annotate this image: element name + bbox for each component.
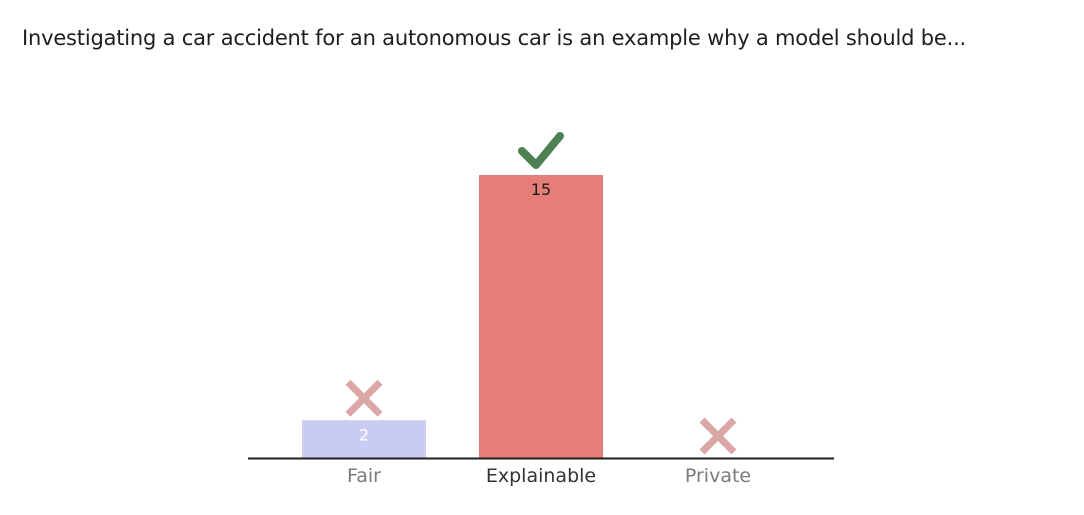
cross-icon bbox=[699, 417, 737, 455]
category-label-explainable: Explainable bbox=[486, 465, 596, 487]
bar-value-fair: 2 bbox=[359, 425, 369, 444]
cross-icon bbox=[345, 379, 383, 417]
bars-layer bbox=[302, 175, 603, 458]
check-icon bbox=[518, 132, 564, 169]
category-label-fair: Fair bbox=[347, 465, 381, 487]
bar-value-explainable: 15 bbox=[531, 180, 551, 199]
category-label-private: Private bbox=[685, 465, 751, 487]
answer-marks-layer bbox=[345, 132, 737, 455]
question-title: Investigating a car accident for an auto… bbox=[22, 26, 967, 50]
bar-fair bbox=[302, 420, 426, 458]
labels-layer: 2 Fair 15 Explainable Private bbox=[347, 180, 751, 487]
bar-explainable bbox=[479, 175, 603, 458]
